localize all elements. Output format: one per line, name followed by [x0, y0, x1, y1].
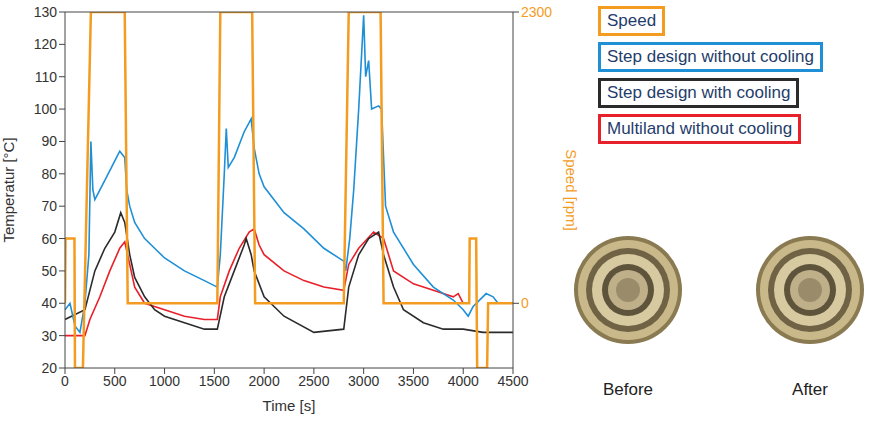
svg-text:0: 0: [61, 373, 69, 389]
svg-text:2500: 2500: [298, 373, 329, 389]
svg-text:Time [s]: Time [s]: [263, 397, 316, 414]
svg-text:40: 40: [41, 295, 57, 311]
html-text:Before: Before: [603, 380, 653, 399]
html-text:Step design with cooling: Step design with cooling: [607, 83, 791, 102]
svg-text:2000: 2000: [249, 373, 280, 389]
svg-text:50: 50: [41, 263, 57, 279]
svg-text:0: 0: [521, 295, 529, 311]
svg-text:2300: 2300: [521, 4, 552, 20]
svg-text:4000: 4000: [448, 373, 479, 389]
svg-text:130: 130: [34, 4, 58, 20]
svg-text:Temperatur [°C]: Temperatur [°C]: [0, 137, 17, 242]
html-text:Speed: Speed: [607, 11, 657, 30]
svg-text:Speed [rpm]: Speed [rpm]: [563, 149, 580, 231]
svg-text:1000: 1000: [149, 373, 180, 389]
svg-text:1500: 1500: [199, 373, 230, 389]
svg-text:80: 80: [41, 166, 57, 182]
svg-text:20: 20: [41, 360, 57, 376]
svg-text:3000: 3000: [348, 373, 379, 389]
svg-text:60: 60: [41, 231, 57, 247]
html-text:After: After: [792, 380, 828, 399]
svg-text:100: 100: [34, 101, 58, 117]
svg-text:500: 500: [103, 373, 127, 389]
html-text:Step design without cooling: Step design without cooling: [607, 47, 814, 66]
svg-text:110: 110: [35, 69, 58, 85]
svg-text:70: 70: [41, 198, 57, 214]
svg-text:4500: 4500: [497, 373, 528, 389]
html-text:Multiland without cooling: Multiland without cooling: [607, 119, 793, 138]
svg-text:3500: 3500: [398, 373, 429, 389]
svg-text:30: 30: [41, 328, 57, 344]
svg-text:120: 120: [34, 36, 58, 52]
svg-text:90: 90: [41, 133, 57, 149]
